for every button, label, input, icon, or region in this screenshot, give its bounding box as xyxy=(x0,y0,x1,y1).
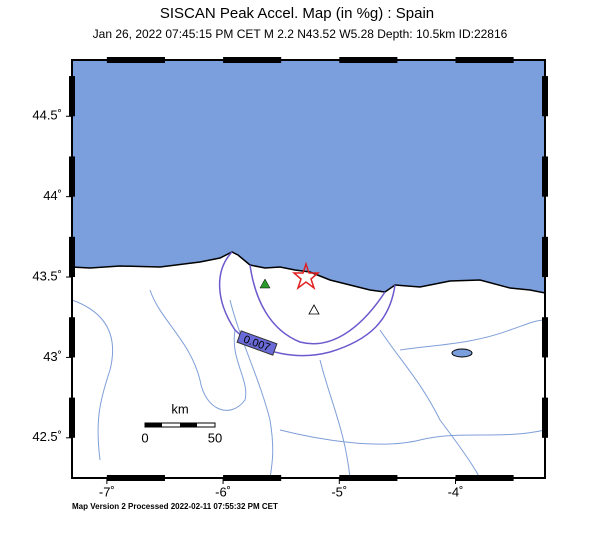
map-footer: Map Version 2 Processed 2022-02-11 07:55… xyxy=(72,502,278,511)
x-tick-label: -7˚ xyxy=(99,484,115,499)
frame-band xyxy=(542,236,548,278)
sea xyxy=(71,59,546,294)
river xyxy=(379,329,481,479)
scale-label: 0 xyxy=(141,430,148,445)
frame-band xyxy=(69,397,75,438)
river xyxy=(149,289,247,411)
city-marker xyxy=(308,304,320,315)
frame-band xyxy=(339,475,398,481)
x-tick-label: -5˚ xyxy=(331,484,347,499)
y-tick-label: 43˚ xyxy=(43,349,62,364)
frame-band xyxy=(106,57,165,63)
frame-band xyxy=(223,57,282,63)
epicenter-star xyxy=(291,261,321,291)
map-title: SISCAN Peak Accel. Map (in %g) : Spain xyxy=(160,5,434,22)
scale-bar-segment xyxy=(145,423,162,427)
frame-band xyxy=(542,76,548,117)
frame-band xyxy=(223,475,282,481)
scale-bar-segment xyxy=(180,423,197,427)
frame-band xyxy=(69,236,75,278)
y-tick-label: 44.5˚ xyxy=(32,108,62,123)
frame-band xyxy=(542,317,548,358)
river xyxy=(71,299,114,461)
contour-inner xyxy=(249,264,386,345)
frame-band xyxy=(542,397,548,438)
map-area: 0.007 km 0 50 xyxy=(71,59,546,479)
scale-unit: km xyxy=(171,401,188,416)
scale-label: 50 xyxy=(208,430,222,445)
x-tick-label: -6˚ xyxy=(215,484,231,499)
frame-band xyxy=(455,57,514,63)
lake xyxy=(451,348,473,358)
map-subtitle: Jan 26, 2022 07:45:15 PM CET M 2.2 N43.5… xyxy=(93,27,508,41)
frame-band xyxy=(106,475,165,481)
y-tick-label: 43.5˚ xyxy=(32,268,62,283)
y-tick-label: 44˚ xyxy=(43,188,62,203)
frame-band xyxy=(339,57,398,63)
frame-band xyxy=(69,317,75,358)
frame-band xyxy=(542,156,548,197)
y-tick-label: 42.5˚ xyxy=(32,429,62,444)
contour-outer xyxy=(218,251,396,357)
river xyxy=(319,359,351,479)
contour-label-box xyxy=(236,330,278,356)
x-tick-label: -4˚ xyxy=(448,484,464,499)
river xyxy=(279,429,546,445)
river xyxy=(229,299,274,479)
frame-band xyxy=(69,156,75,197)
frame-band xyxy=(69,76,75,117)
station-marker xyxy=(259,278,271,289)
river xyxy=(399,319,546,351)
frame-band xyxy=(455,475,514,481)
